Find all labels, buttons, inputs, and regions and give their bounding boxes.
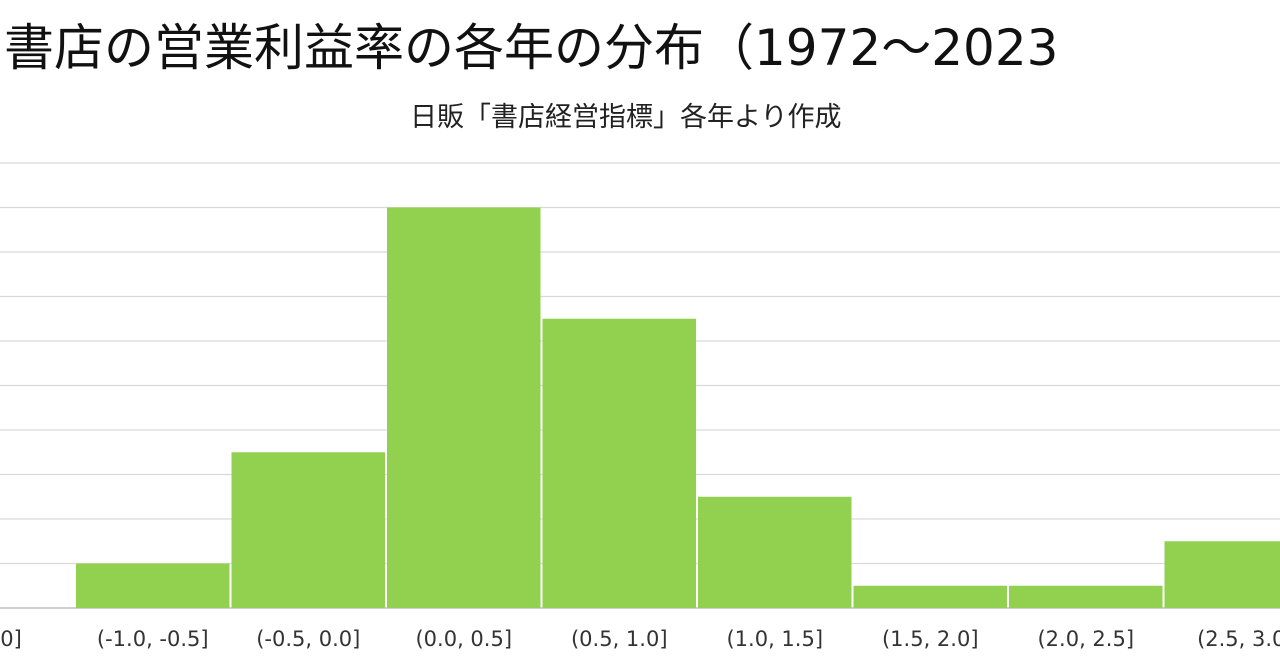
- x-tick-label: (-0.5, 0.0]: [256, 627, 360, 651]
- x-tick-label: (1.5, 2.0]: [882, 627, 979, 651]
- chart-subtitle: 日販「書店経営指標」各年より作成: [410, 102, 842, 133]
- x-tick-label: (2.0, 2.5]: [1037, 627, 1134, 651]
- x-tick-label: (-1.0, -0.5]: [97, 627, 209, 651]
- x-tick-label: -1.0]: [0, 627, 22, 651]
- x-tick-label: (1.0, 1.5]: [726, 627, 823, 651]
- bar: [1164, 541, 1280, 608]
- bar: [231, 452, 385, 608]
- chart-title: 書店の営業利益率の各年の分布（1972～2023: [4, 19, 1059, 77]
- bar: [1009, 585, 1163, 608]
- x-tick-label: (0.5, 1.0]: [571, 627, 668, 651]
- x-tick-labels: -1.0] (-1.0, -0.5] (-0.5, 0.0] (0.0, 0.5] (0…: [0, 627, 1280, 651]
- bar: [387, 207, 541, 608]
- x-tick-label: (2.5, 3.0: [1197, 627, 1280, 651]
- bar: [542, 318, 696, 608]
- bar: [76, 563, 230, 608]
- bar: [698, 496, 852, 608]
- bar: [853, 585, 1007, 608]
- x-tick-label: (0.0, 0.5]: [415, 627, 512, 651]
- bars: [76, 207, 1280, 608]
